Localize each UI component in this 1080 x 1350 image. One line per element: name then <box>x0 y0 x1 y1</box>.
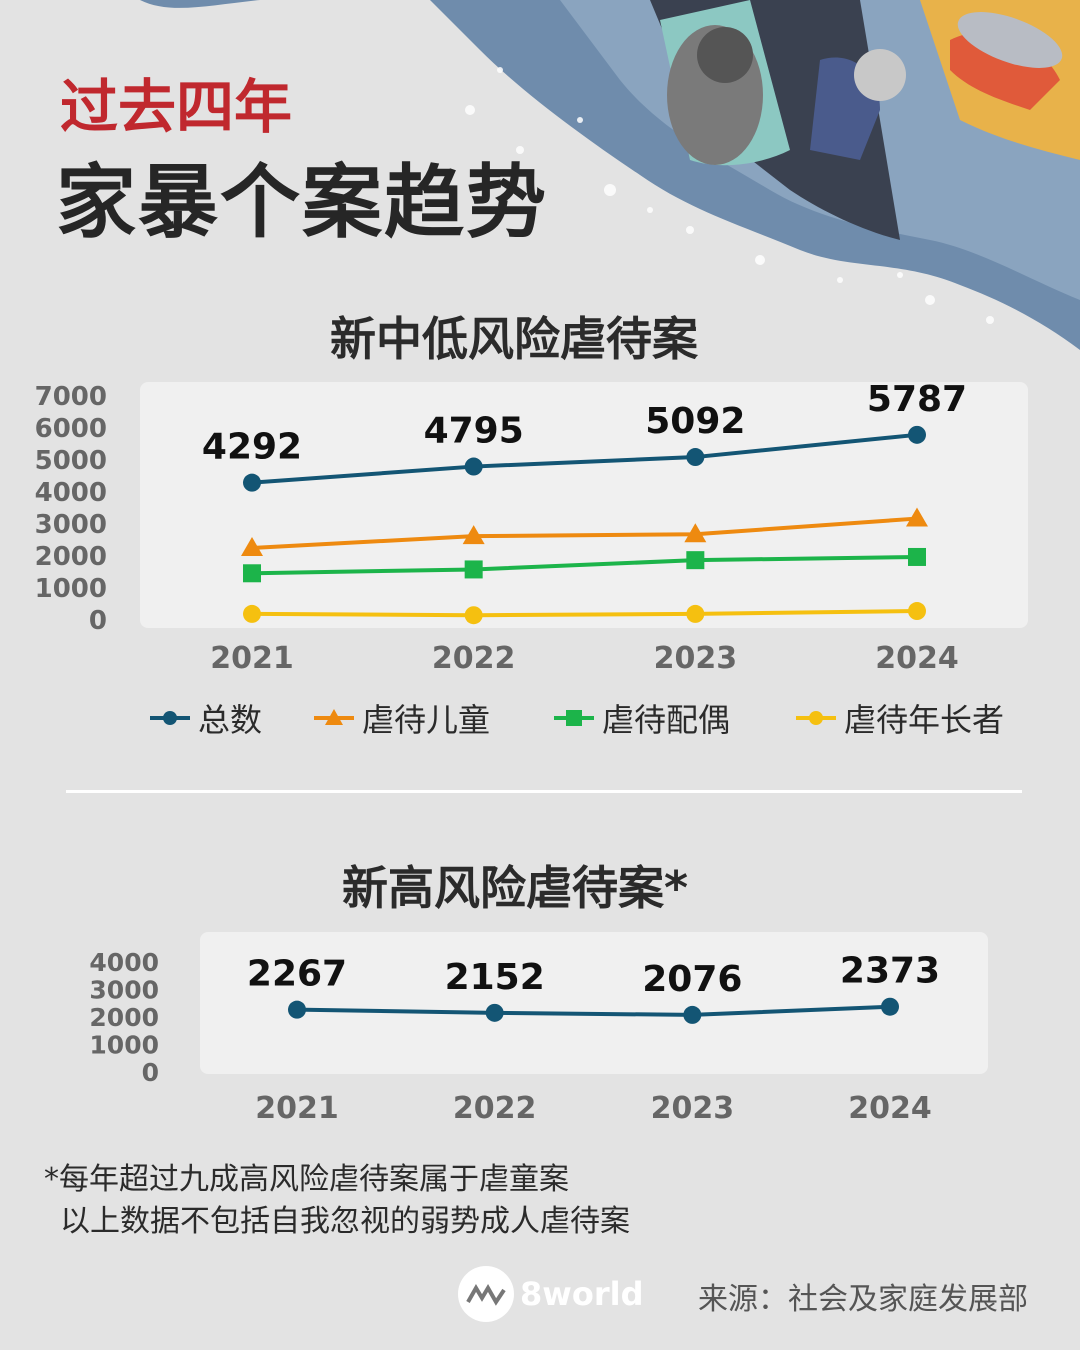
c1-xtick: 2024 <box>875 641 959 676</box>
c1-point-square <box>243 564 261 583</box>
c1-xtick: 2021 <box>210 641 294 676</box>
c1-ytick: 4000 <box>35 478 107 508</box>
c2-series-line-1 <box>296 1004 891 1017</box>
c1-xtick: 2023 <box>654 641 738 676</box>
8world-logo: 8world <box>458 1266 643 1322</box>
c1-ytick: 5000 <box>35 446 107 476</box>
c1-series-line-2 <box>251 516 918 550</box>
c2-ytick: 4000 <box>89 948 159 977</box>
c1-point-circle <box>464 606 483 625</box>
c1-ytick: 1000 <box>35 574 107 604</box>
c1-series-line-4 <box>251 609 918 618</box>
chart1-legend: 总数 虐待儿童 虐待配偶 虐待年长者 <box>150 696 1050 740</box>
c1-ytick: 6000 <box>35 414 107 444</box>
legend-label-spouse: 虐待配偶 <box>602 701 731 739</box>
c1-point-circle <box>243 473 261 492</box>
c1-data-label: 5092 <box>645 401 745 442</box>
c1-data-label: 4795 <box>424 411 524 452</box>
c2-data-label: 2152 <box>445 957 545 998</box>
c1-ytick: 3000 <box>35 510 107 540</box>
c2-point-circle <box>288 1000 306 1019</box>
c2-xtick: 2022 <box>453 1091 537 1126</box>
c1-point-triangle <box>906 507 928 527</box>
source-credit: 来源：社会及家庭发展部 <box>698 1282 1028 1317</box>
legend-label-child: 虐待儿童 <box>362 701 491 739</box>
c2-data-label: 2373 <box>840 951 940 992</box>
footnote-1: *每年超过九成高风险虐待案属于虐童案 <box>44 1162 569 1197</box>
footnote-2: 以上数据不包括自我忽视的弱势成人虐待案 <box>60 1204 630 1239</box>
c1-point-square <box>464 560 483 579</box>
c1-point-square <box>908 547 926 566</box>
c2-point-circle <box>485 1003 504 1022</box>
chart1-plot-area <box>140 382 1028 628</box>
c2-xtick: 2021 <box>255 1091 339 1126</box>
chart1-title: 新中低风险虐待案 <box>330 312 698 366</box>
legend-item-spouse: 虐待配偶 <box>554 696 730 740</box>
section-divider <box>66 790 1022 793</box>
legend-label-elder: 虐待年长者 <box>844 701 1005 739</box>
legend-label-total: 总数 <box>198 701 263 739</box>
c1-ytick: 0 <box>89 606 107 636</box>
c1-point-triangle <box>462 525 485 545</box>
logo-text: 8world <box>520 1275 644 1313</box>
c1-data-label: 5787 <box>867 379 967 420</box>
c2-xtick: 2024 <box>848 1091 932 1126</box>
c2-point-circle <box>683 1005 702 1024</box>
c1-series-line-1 <box>251 432 918 485</box>
c2-data-label: 2267 <box>247 954 347 995</box>
c1-ytick: 7000 <box>35 382 107 412</box>
c1-point-circle <box>908 425 926 444</box>
title-highlight: 过去四年 <box>60 73 293 141</box>
legend-marker-elder <box>796 711 836 725</box>
c1-point-triangle <box>684 523 707 543</box>
c1-point-circle <box>243 604 261 623</box>
c2-ytick: 3000 <box>89 976 159 1005</box>
c1-point-circle <box>686 604 705 623</box>
c1-xtick: 2022 <box>432 641 516 676</box>
c1-point-square <box>686 551 705 570</box>
chart2-plot-area <box>200 932 988 1074</box>
legend-marker-child <box>314 709 354 725</box>
c1-point-circle <box>464 457 483 476</box>
c2-data-label: 2076 <box>642 959 742 1000</box>
logo-icon <box>458 1266 514 1322</box>
c2-ytick: 0 <box>142 1058 159 1087</box>
c1-ytick: 2000 <box>35 542 107 572</box>
legend-item-total: 总数 <box>150 696 262 740</box>
legend-item-child: 虐待儿童 <box>314 696 490 740</box>
page-title: 家暴个案趋势 <box>56 156 548 249</box>
legend-marker-spouse <box>554 710 594 726</box>
c2-xtick: 2023 <box>651 1091 735 1126</box>
c2-ytick: 1000 <box>89 1031 159 1060</box>
legend-marker-total <box>150 711 190 725</box>
legend-item-elder: 虐待年长者 <box>796 696 1004 740</box>
c1-data-label: 4292 <box>202 427 302 468</box>
header-illustration <box>140 0 1080 350</box>
c2-ytick: 2000 <box>89 1003 159 1032</box>
chart2-title: 新高风险虐待案* <box>342 861 689 915</box>
c1-point-circle <box>686 448 705 467</box>
c1-point-circle <box>908 602 926 621</box>
c2-point-circle <box>881 997 899 1016</box>
c1-point-triangle <box>241 537 263 556</box>
c1-series-line-3 <box>251 554 918 576</box>
